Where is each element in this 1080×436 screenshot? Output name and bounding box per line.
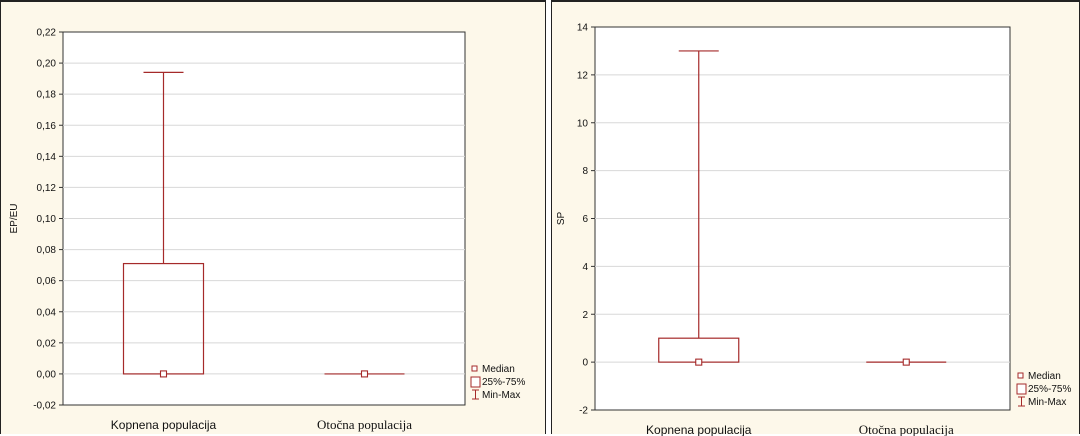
legend-minmax-label: Min-Max bbox=[482, 390, 520, 401]
median-marker bbox=[902, 358, 910, 366]
median-marker bbox=[159, 370, 168, 378]
y-tick-label: 0,12 bbox=[37, 183, 57, 194]
legend-median-swatch bbox=[471, 365, 478, 372]
y-tick-label: 0,20 bbox=[37, 59, 57, 70]
y-axis-label: SP bbox=[556, 212, 567, 226]
category-label: Kopnena populacija bbox=[646, 423, 752, 436]
y-tick-label: 0,00 bbox=[37, 369, 57, 380]
legend-box-swatch bbox=[1016, 383, 1027, 395]
y-tick-label: 12 bbox=[577, 70, 589, 81]
y-axis-label: EP/EU bbox=[9, 203, 20, 233]
median-marker bbox=[695, 358, 703, 366]
y-tick-label: 14 bbox=[577, 23, 589, 34]
y-tick-label: 0 bbox=[582, 358, 588, 369]
y-tick-label: -2 bbox=[579, 406, 588, 417]
y-tick-label: 0,14 bbox=[37, 152, 57, 163]
box-plot-svg-0: -0,02 0,00 0,02 0,04 0,06 0,08 0,10 0,12 0,14 0,1… bbox=[9, 28, 525, 433]
y-tick-label: 8 bbox=[582, 166, 588, 177]
legend-box-swatch bbox=[470, 376, 481, 388]
y-tick-label: 0,22 bbox=[37, 28, 57, 39]
y-tick-label: 0,02 bbox=[37, 338, 57, 349]
category-label: Kopnena populacija bbox=[111, 418, 217, 432]
y-tick-label: 0,10 bbox=[37, 214, 57, 225]
median-marker bbox=[360, 370, 369, 378]
category-label: Otočna populacija bbox=[859, 422, 954, 436]
y-tick-label: 2 bbox=[582, 310, 588, 321]
y-tick-label: 0,04 bbox=[37, 307, 57, 318]
y-tick-label: 4 bbox=[582, 262, 588, 273]
y-tick-label: 0,16 bbox=[37, 121, 57, 132]
chart-panel-ep-eu: -0,02 0,00 0,02 0,04 0,06 0,08 0,10 0,12 0,14 0,1… bbox=[0, 0, 546, 434]
legend-box-label: 25%-75% bbox=[482, 377, 525, 388]
y-tick-label: 6 bbox=[582, 214, 588, 225]
legend-box-label: 25%-75% bbox=[1028, 384, 1071, 395]
y-tick-label: 0,08 bbox=[37, 245, 57, 256]
category-label: Otočna populacija bbox=[317, 417, 412, 432]
legend-median-label: Median bbox=[1028, 371, 1061, 382]
legend-minmax-label: Min-Max bbox=[1028, 397, 1066, 408]
box-plot-svg-1: -2 0 2 4 6 8 10 12 14 SP Kopnena populacija Otočna … bbox=[556, 23, 1071, 436]
y-tick-label: 0,06 bbox=[37, 276, 57, 287]
chart-panel-sp: -2 0 2 4 6 8 10 12 14 SP Kopnena populacija Otočna … bbox=[551, 0, 1080, 436]
legend-median-label: Median bbox=[482, 364, 515, 375]
y-tick-label: -0,02 bbox=[33, 401, 56, 412]
y-tick-label: 0,18 bbox=[37, 90, 57, 101]
y-tick-label: 10 bbox=[577, 118, 589, 129]
legend-median-swatch bbox=[1017, 372, 1024, 379]
